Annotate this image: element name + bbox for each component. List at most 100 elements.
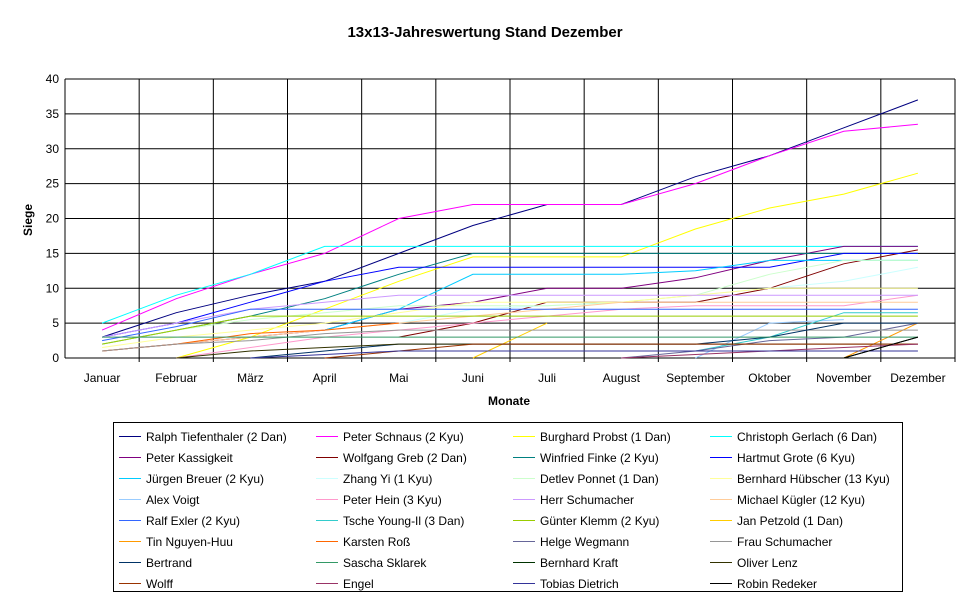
legend-swatch — [710, 478, 732, 479]
series-line — [695, 319, 844, 359]
y-axis-ticks: 0 5 10 15 20 25 30 35 40 — [46, 72, 60, 365]
series-line — [101, 99, 919, 338]
legend-swatch — [710, 583, 732, 584]
series-line — [621, 322, 918, 359]
series-line — [102, 294, 918, 338]
x-tick-label: August — [603, 371, 641, 385]
series-line — [324, 259, 918, 331]
legend: Ralph Tiefenthaler (2 Dan) Peter Schnaus … — [113, 422, 903, 592]
legend-label: Tin Nguyen-Huu — [146, 535, 233, 549]
y-tick-label: 25 — [46, 177, 60, 191]
y-tick-label: 10 — [46, 281, 60, 295]
legend-swatch — [513, 520, 535, 521]
x-axis-ticks: Januar Februar März April Mai Juni Juli August S… — [84, 371, 946, 385]
legend-label: Zhang Yi (1 Kyu) — [343, 472, 433, 486]
series-lines — [101, 99, 919, 359]
chart-title: 13x13-Jahreswertung Stand Dezember — [347, 24, 622, 41]
y-tick-label: 30 — [46, 142, 60, 156]
series-line — [102, 329, 918, 352]
legend-swatch — [513, 541, 535, 542]
legend-label: Bernhard Kraft — [540, 556, 619, 570]
legend-swatch — [316, 583, 338, 584]
legend-label: Herr Schumacher — [540, 493, 635, 507]
x-axis-label: Monate — [488, 394, 530, 408]
y-tick-label: 40 — [46, 72, 60, 86]
legend-swatch — [119, 583, 141, 584]
x-tick-label: Mai — [389, 371, 408, 385]
series-line — [101, 123, 918, 331]
legend-label: Ralph Tiefenthaler (2 Dan) — [146, 430, 287, 444]
legend-swatch — [119, 562, 141, 563]
legend-label: Tobias Dietrich — [540, 577, 619, 591]
legend-label: Jan Petzold (1 Dan) — [737, 514, 844, 528]
legend-label: Bertrand — [146, 556, 193, 570]
legend-label: Jürgen Breuer (2 Kyu) — [146, 472, 265, 486]
legend-swatch — [119, 541, 141, 542]
legend-swatch — [316, 436, 338, 437]
legend-swatch — [119, 457, 141, 458]
legend-swatch — [710, 541, 732, 542]
x-tick-label: Juni — [462, 371, 484, 385]
legend-swatch — [316, 499, 338, 500]
series-line — [324, 343, 918, 359]
x-tick-label: März — [237, 371, 264, 385]
legend-label: Christoph Gerlach (6 Dan) — [737, 430, 878, 444]
line-chart: 13x13-Jahreswertung Stand Dezember 0 5 10 1… — [21, 24, 956, 408]
legend-label: Helge Wegmann — [540, 535, 630, 549]
legend-swatch — [119, 436, 141, 437]
x-tick-label: September — [666, 371, 725, 385]
legend-swatch — [316, 541, 338, 542]
legend-swatch — [513, 478, 535, 479]
x-tick-label: April — [313, 371, 337, 385]
legend-label: Wolfgang Greb (2 Dan) — [343, 451, 467, 465]
legend-swatch — [513, 562, 535, 563]
series-line — [843, 336, 919, 359]
legend-swatch — [119, 520, 141, 521]
series-line — [843, 322, 919, 359]
legend-label: Sascha Sklarek — [343, 556, 427, 570]
series-line — [472, 322, 548, 359]
y-tick-label: 15 — [46, 246, 60, 260]
x-tick-label: Dezember — [890, 371, 945, 385]
legend-label: Peter Kassigkeit — [146, 451, 233, 465]
legend-label: Peter Hein (3 Kyu) — [343, 493, 442, 507]
legend-label: Wolff — [146, 577, 173, 591]
legend-swatch — [513, 583, 535, 584]
legend-swatch — [710, 436, 732, 437]
legend-swatch — [710, 562, 732, 563]
y-tick-label: 5 — [52, 316, 59, 330]
legend-label: Engel — [343, 577, 374, 591]
legend-label: Winfried Finke (2 Kyu) — [540, 451, 659, 465]
legend-swatch — [710, 520, 732, 521]
legend-label: Karsten Roß — [343, 535, 411, 549]
x-tick-label: Januar — [84, 371, 121, 385]
y-tick-label: 20 — [46, 212, 60, 226]
legend-swatch — [513, 499, 535, 500]
x-tick-label: Juli — [538, 371, 556, 385]
y-axis-label: Siege — [21, 204, 35, 236]
legend-swatch — [316, 520, 338, 521]
legend-label: Peter Schnaus (2 Kyu) — [343, 430, 464, 444]
legend-swatch — [316, 478, 338, 479]
y-tick-label: 35 — [46, 107, 60, 121]
legend-swatch — [513, 436, 535, 437]
y-tick-label: 0 — [52, 351, 59, 365]
series-line — [102, 315, 918, 345]
series-line — [102, 252, 918, 338]
series-line — [176, 172, 919, 359]
legend-swatch — [710, 457, 732, 458]
series-line — [102, 301, 918, 352]
legend-label: Frau Schumacher — [737, 535, 833, 549]
legend-swatch — [119, 478, 141, 479]
legend-label: Burghard Probst (1 Dan) — [540, 430, 671, 444]
legend-label: Ralf Exler (2 Kyu) — [146, 514, 241, 528]
legend-label: Michael Kügler (12 Kyu) — [737, 493, 866, 507]
x-tick-label: Februar — [155, 371, 197, 385]
x-tick-label: Oktober — [748, 371, 791, 385]
legend-label: Detlev Ponnet (1 Dan) — [540, 472, 659, 486]
grid — [64, 78, 956, 362]
series-line — [102, 259, 918, 345]
series-line — [101, 245, 918, 324]
legend-label: Günter Klemm (2 Kyu) — [540, 514, 660, 528]
legend-swatch — [316, 562, 338, 563]
